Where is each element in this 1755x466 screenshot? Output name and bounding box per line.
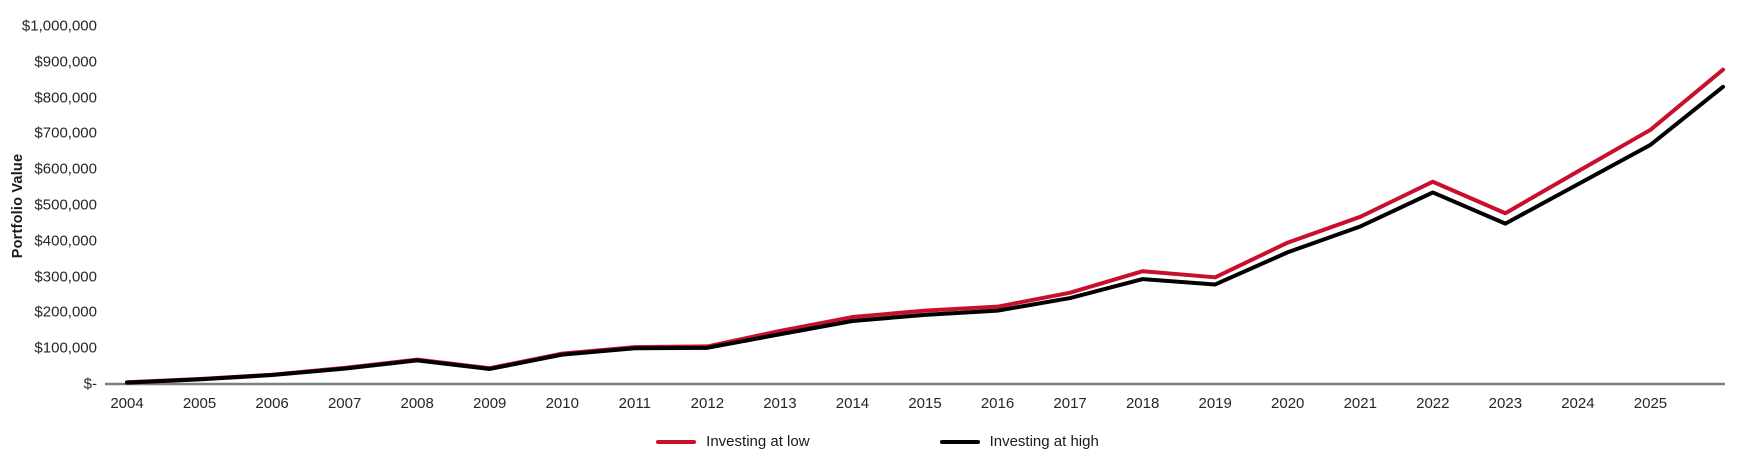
x-tick-label: 2007 — [327, 395, 362, 412]
x-tick-label: 2018 — [1125, 395, 1160, 412]
x-tick-label: 2024 — [1561, 395, 1595, 412]
x-tick-label: 2021 — [1343, 395, 1377, 412]
x-tick-label: 2014 — [835, 395, 870, 412]
y-tick-label: $1,000,000 — [21, 17, 97, 35]
y-tick-label: $- — [83, 375, 97, 393]
x-tick-label: 2013 — [763, 395, 797, 412]
x-tick-label: 2019 — [1198, 395, 1232, 412]
x-tick-label: 2020 — [1271, 395, 1305, 412]
x-tick-label: 2017 — [1053, 395, 1087, 412]
x-tick-label: 2010 — [545, 395, 579, 412]
x-tick-label: 2005 — [182, 395, 217, 412]
x-tick-label: 2016 — [980, 395, 1015, 412]
legend-swatch-red-line-icon — [656, 439, 697, 444]
legend-item-investing-at-high: Investing at high — [939, 433, 1099, 450]
x-tick-label: 2004 — [110, 395, 144, 412]
x-tick-label: 2012 — [690, 395, 725, 412]
legend-label-investing-at-high: Investing at high — [989, 433, 1099, 450]
y-tick-label: $900,000 — [34, 53, 97, 71]
y-tick-label: $600,000 — [34, 160, 97, 178]
x-tick-label: 2022 — [1416, 395, 1450, 412]
series-line-investing-at-low — [125, 67, 1725, 385]
x-tick-label: 2011 — [618, 395, 651, 412]
x-tick-label: 2008 — [400, 395, 434, 412]
y-tick-label: $200,000 — [34, 303, 97, 321]
x-tick-label: 2009 — [473, 395, 507, 412]
series-line-investing-at-high — [125, 84, 1725, 385]
x-tick-label: 2006 — [255, 395, 289, 412]
chart-legend: Investing at low Investing at high — [0, 433, 1755, 450]
y-tick-label: $800,000 — [34, 89, 97, 107]
x-tick-label: 2015 — [908, 395, 942, 412]
y-tick-label: $300,000 — [34, 268, 97, 286]
y-tick-label: $700,000 — [34, 124, 97, 142]
x-tick-label: 2025 — [1633, 395, 1668, 412]
legend-swatch-black-line-icon — [939, 439, 980, 444]
legend-label-investing-at-low: Investing at low — [706, 433, 810, 450]
legend-item-investing-at-low: Investing at low — [656, 433, 810, 450]
x-tick-label: 2023 — [1488, 395, 1523, 412]
y-tick-label: $400,000 — [34, 232, 97, 250]
y-tick-label: $100,000 — [34, 339, 97, 357]
y-tick-label: $500,000 — [34, 196, 97, 214]
